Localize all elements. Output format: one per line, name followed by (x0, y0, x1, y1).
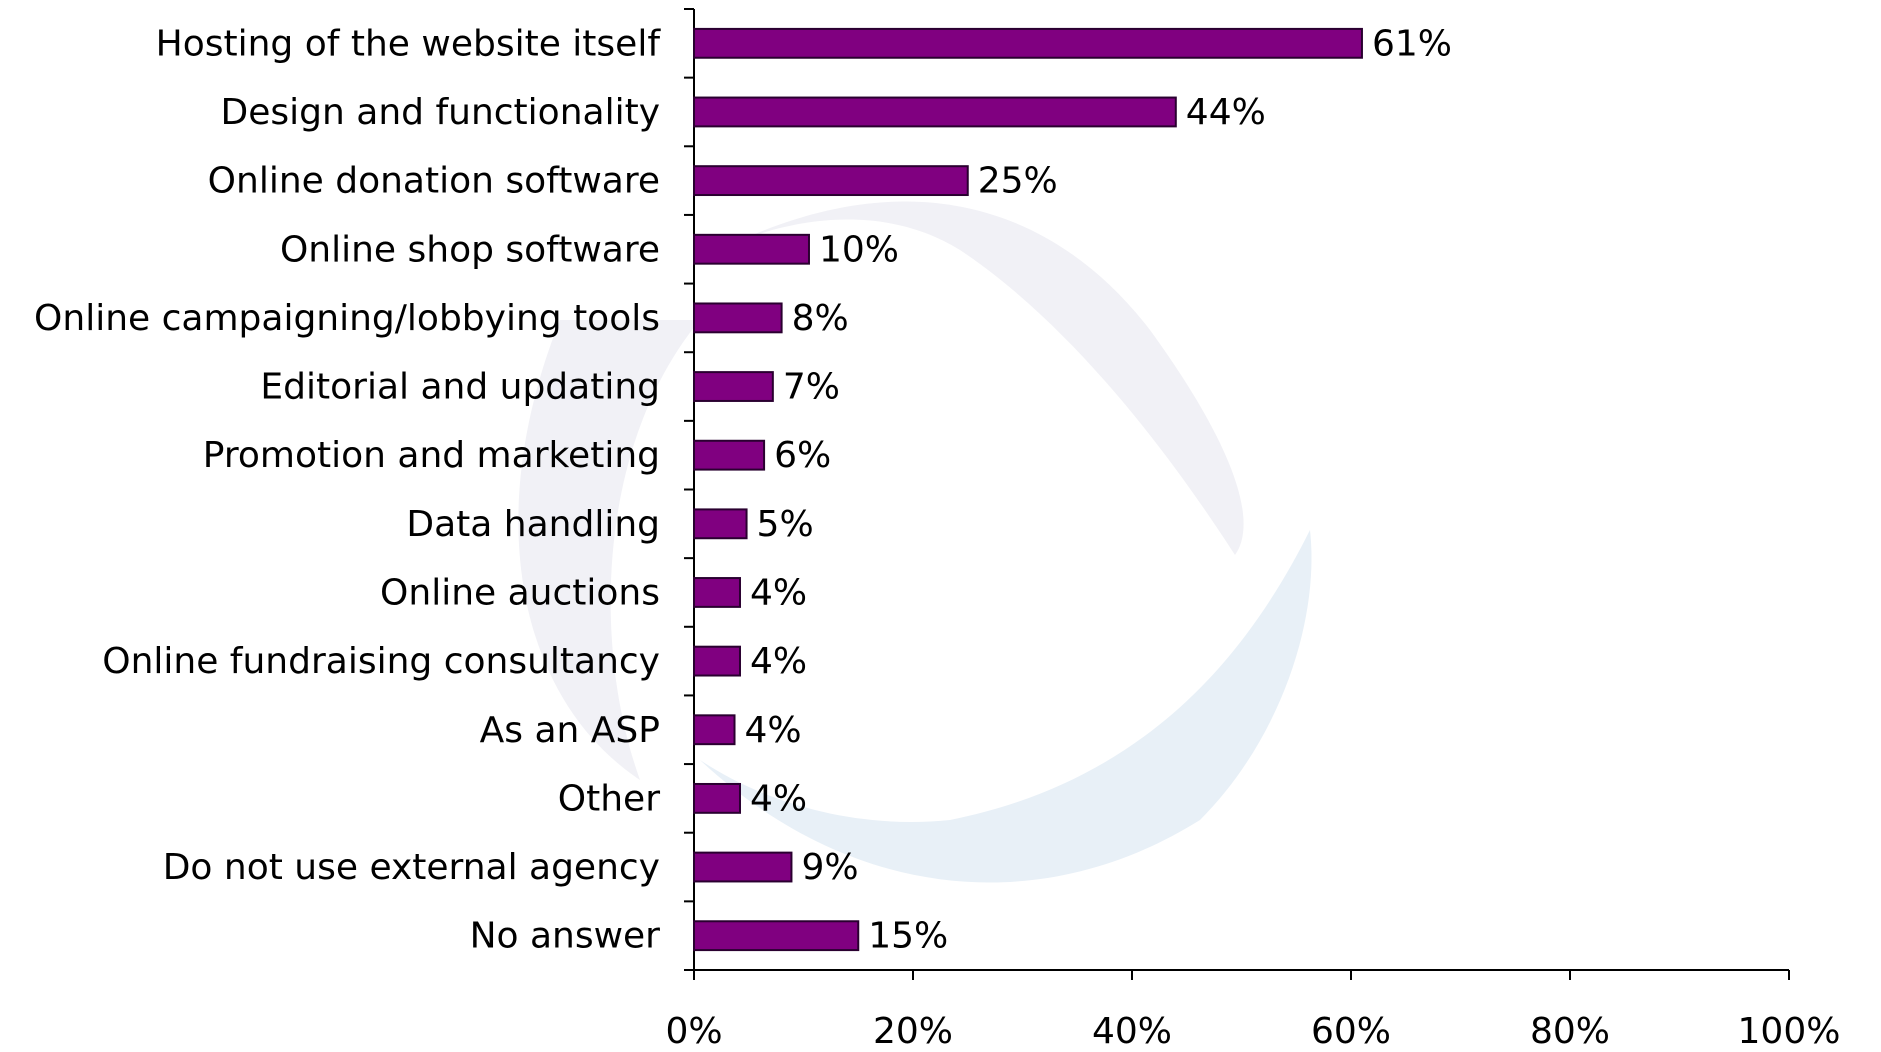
bar (693, 508, 748, 540)
x-tick-label: 80% (1530, 1011, 1610, 1052)
bar (693, 165, 969, 197)
value-label: 8% (792, 298, 849, 339)
y-tick-label: Promotion and marketing (203, 435, 660, 476)
x-tick-label: 40% (1092, 1011, 1172, 1052)
bar (693, 645, 741, 677)
y-tick-label: Do not use external agency (163, 847, 660, 888)
bar (693, 782, 741, 814)
y-tick-label: Other (558, 778, 660, 819)
value-label: 15% (868, 916, 948, 957)
value-label: 4% (745, 710, 802, 751)
value-label: 44% (1186, 92, 1266, 133)
bar (693, 371, 774, 402)
y-tick-label: Online fundraising consultancy (102, 641, 660, 682)
x-tick-label: 20% (873, 1011, 953, 1052)
y-tick-label: Hosting of the website itself (156, 23, 662, 64)
x-tick-label: 60% (1311, 1011, 1391, 1052)
value-label: 10% (819, 229, 899, 270)
value-label: 5% (757, 504, 814, 545)
value-label: 7% (783, 367, 840, 408)
y-tick-label: No answer (470, 916, 661, 957)
y-tick-label: Design and functionality (221, 92, 660, 133)
y-tick-label: Online donation software (208, 161, 660, 202)
value-label: 4% (750, 641, 807, 682)
bar (693, 302, 783, 334)
value-label: 4% (750, 572, 807, 613)
y-tick-label: Online shop software (280, 229, 660, 270)
y-tick-label: Online campaigning/lobbying tools (34, 298, 660, 339)
bar (693, 851, 793, 883)
x-tick-label: 0% (665, 1011, 722, 1052)
bar (693, 577, 741, 608)
value-label: 4% (750, 778, 807, 819)
value-label: 25% (978, 161, 1058, 202)
bar (693, 920, 860, 952)
value-label: 61% (1372, 23, 1452, 64)
value-label: 9% (801, 847, 858, 888)
bar (693, 27, 1363, 59)
y-tick-label: Data handling (406, 504, 660, 545)
x-tick-label: 100% (1738, 1011, 1841, 1052)
bar (693, 439, 766, 471)
watermark (518, 201, 1312, 883)
y-tick-label: As an ASP (480, 710, 660, 751)
bar (693, 96, 1177, 128)
y-tick-label: Online auctions (380, 572, 660, 613)
bar (693, 233, 810, 265)
y-tick-label: Editorial and updating (260, 367, 660, 408)
bar (693, 714, 736, 746)
value-label: 6% (774, 435, 831, 476)
